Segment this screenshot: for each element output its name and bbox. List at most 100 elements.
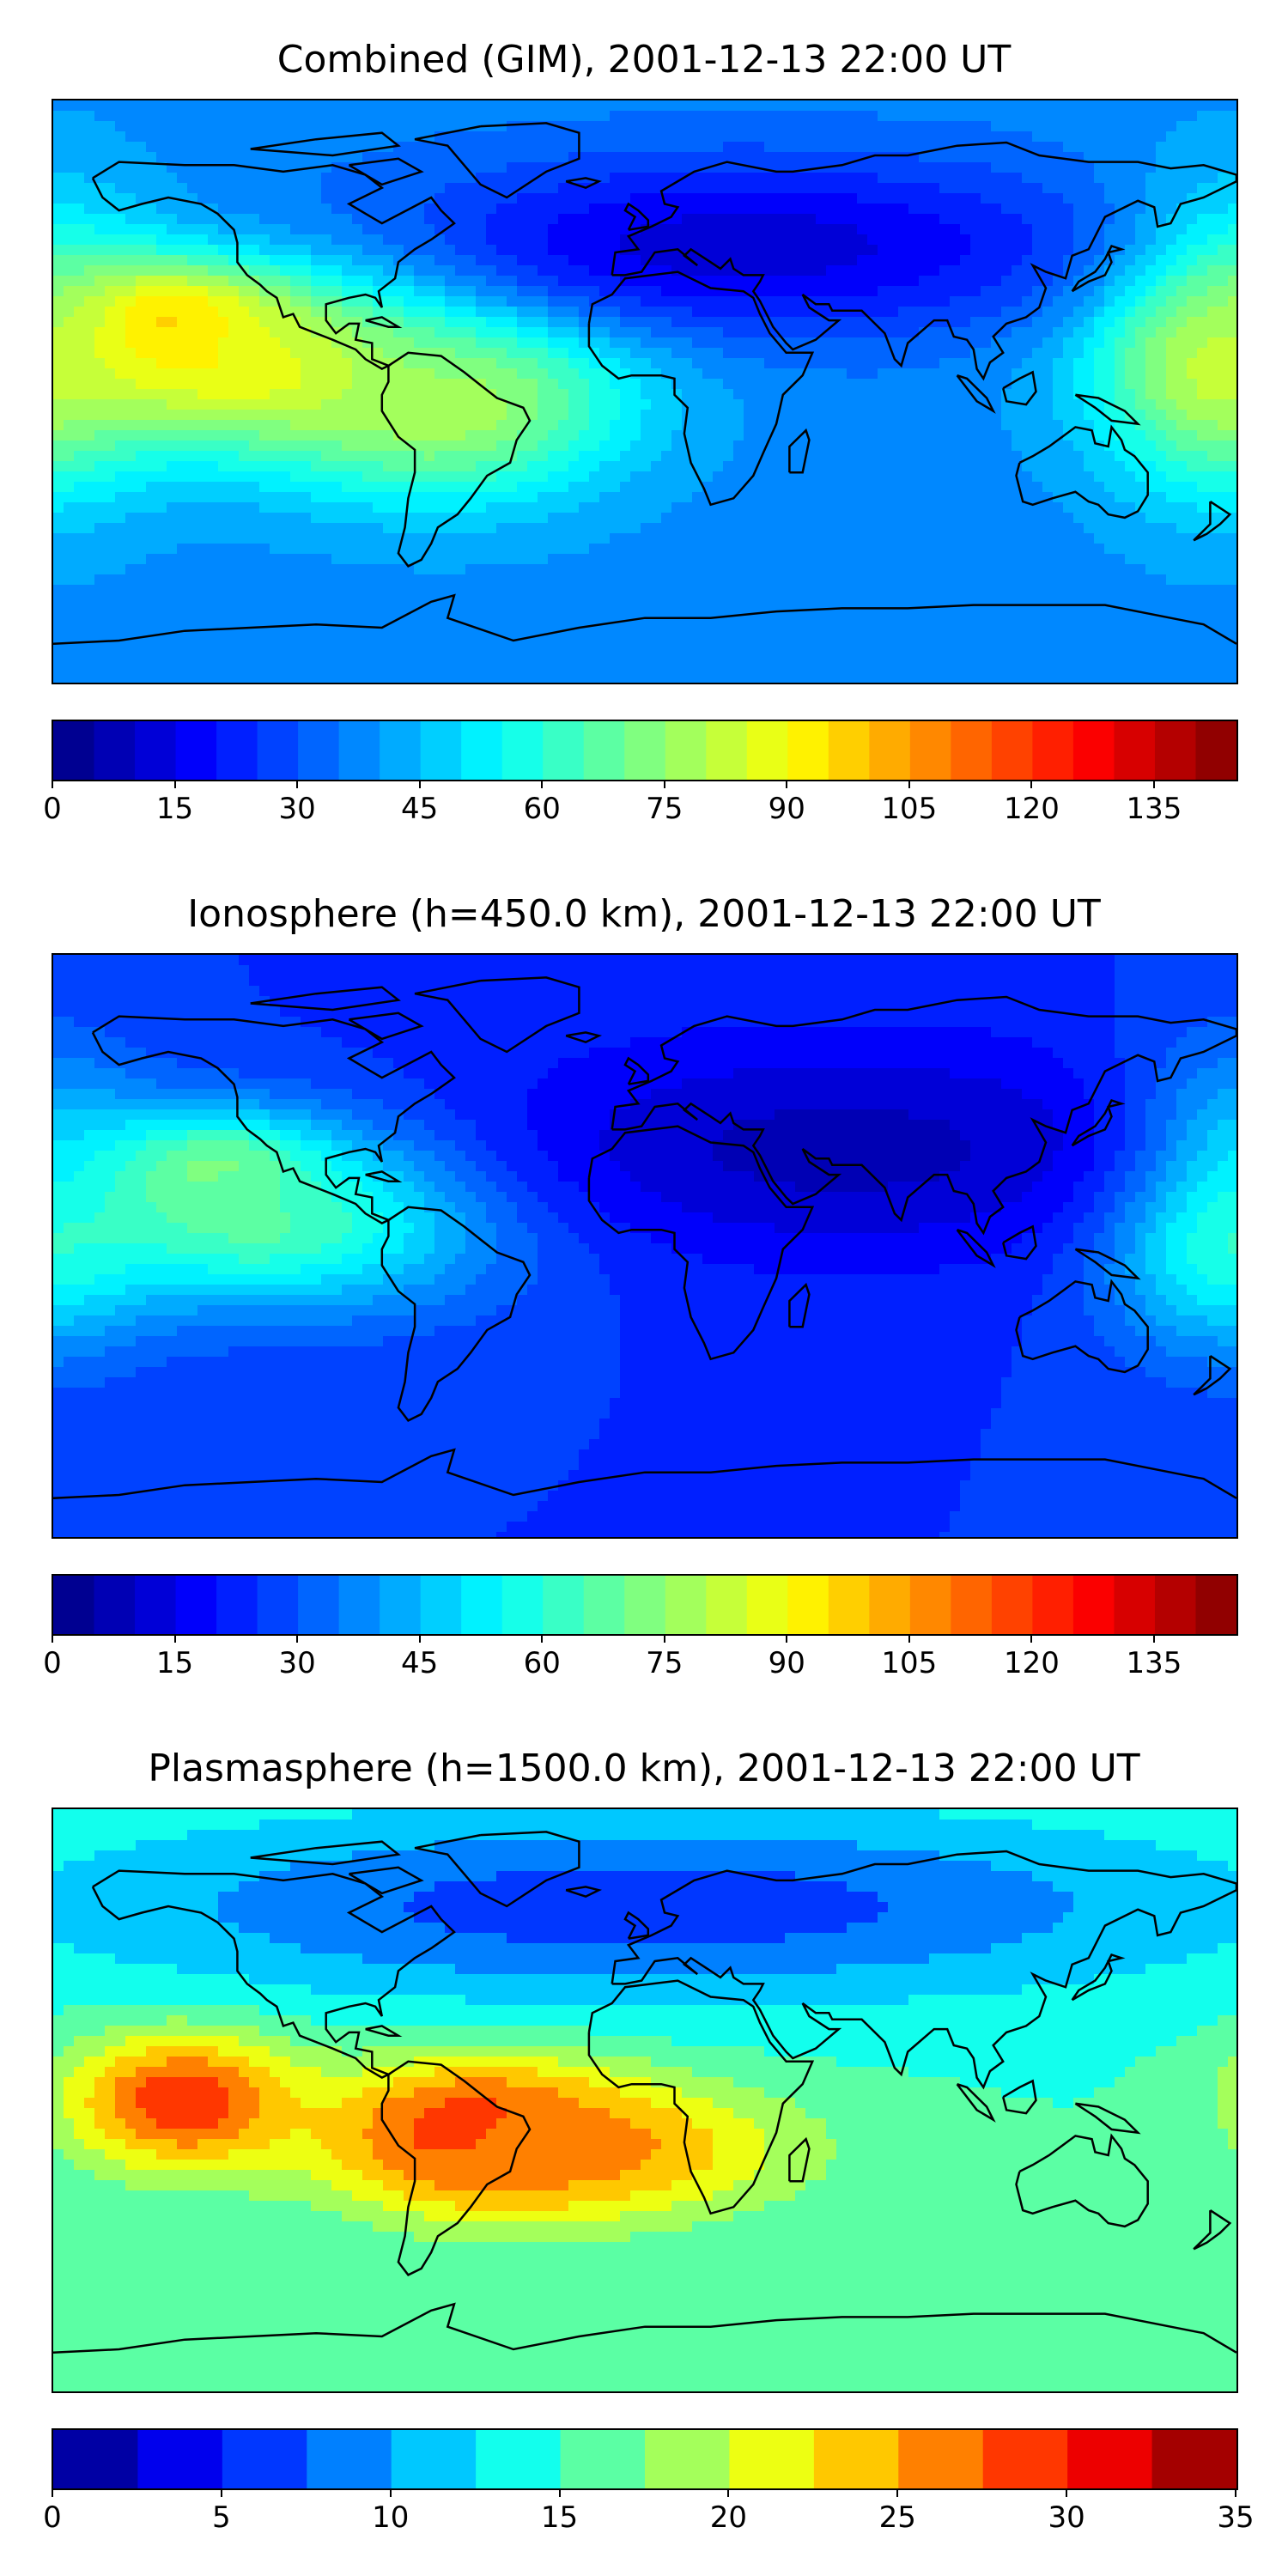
heatmap-cell <box>888 410 899 421</box>
heatmap-cell <box>1042 471 1054 483</box>
heatmap-cell <box>599 152 611 163</box>
heatmap-cell <box>878 399 889 410</box>
heatmap-cell <box>239 348 250 359</box>
heatmap-cell <box>826 451 837 462</box>
heatmap-cell <box>867 379 878 390</box>
heatmap-cell <box>404 307 415 318</box>
heatmap-cell <box>847 152 858 163</box>
heatmap-cell <box>1001 533 1012 544</box>
heatmap-cell <box>713 513 724 524</box>
heatmap-cell <box>445 430 456 441</box>
heatmap-cell <box>177 307 188 318</box>
heatmap-cell <box>167 131 178 143</box>
heatmap-cell <box>517 327 528 338</box>
heatmap-cell <box>218 379 229 390</box>
heatmap-cell <box>1145 410 1157 421</box>
heatmap-cell <box>538 492 549 503</box>
heatmap-cell <box>589 245 600 256</box>
heatmap-cell <box>1218 173 1229 184</box>
heatmap-cell <box>1012 286 1023 297</box>
heatmap-cell <box>929 193 940 204</box>
heatmap-cell <box>342 121 353 132</box>
heatmap-cell <box>218 513 229 524</box>
heatmap-cell <box>301 100 312 112</box>
heatmap-cell <box>115 379 126 390</box>
heatmap-cell <box>888 471 899 483</box>
heatmap-cell <box>280 296 291 307</box>
heatmap-cell <box>197 533 209 544</box>
heatmap-cell <box>1156 152 1167 163</box>
heatmap-cell <box>981 307 992 318</box>
heatmap-cell <box>373 307 384 318</box>
heatmap-cell <box>455 389 466 400</box>
heatmap-cell <box>898 523 909 534</box>
heatmap-cell <box>1032 142 1043 153</box>
heatmap-cell <box>136 410 147 421</box>
heatmap-cell <box>486 286 497 297</box>
heatmap-cell <box>836 152 848 163</box>
heatmap-cell <box>517 162 528 173</box>
heatmap-cell <box>1145 348 1157 359</box>
heatmap-cell <box>208 296 219 307</box>
heatmap-cell <box>1125 214 1136 225</box>
heatmap-cell <box>939 513 951 524</box>
heatmap-cell <box>1073 100 1084 112</box>
heatmap-cell <box>620 162 631 173</box>
heatmap-cell <box>517 100 528 112</box>
heatmap-cell <box>445 544 456 555</box>
heatmap-cell <box>1187 204 1198 215</box>
heatmap-cell <box>620 430 631 441</box>
heatmap-cell <box>208 245 219 256</box>
heatmap-cell <box>373 121 384 132</box>
heatmap-cell <box>1156 255 1167 266</box>
heatmap-cell <box>424 523 435 534</box>
heatmap-cell <box>816 348 827 359</box>
heatmap-cell <box>290 502 301 513</box>
heatmap-cell <box>527 193 538 204</box>
heatmap-cell <box>1145 255 1157 266</box>
heatmap-cell <box>331 544 343 555</box>
heatmap-cell <box>733 111 744 122</box>
heatmap-cell <box>579 533 590 544</box>
heatmap-cell <box>311 410 322 421</box>
heatmap-cell <box>991 389 1002 400</box>
heatmap-cell <box>146 317 157 328</box>
heatmap-cell <box>857 471 868 483</box>
heatmap-cell <box>1094 492 1105 503</box>
heatmap-cell <box>908 255 920 266</box>
heatmap-cell <box>1012 245 1023 256</box>
heatmap-cell <box>785 399 796 410</box>
heatmap-cell <box>630 379 641 390</box>
heatmap-cell <box>878 162 889 173</box>
heatmap-cell <box>167 111 178 122</box>
heatmap-cell <box>167 482 178 493</box>
heatmap-cell <box>239 162 250 173</box>
heatmap-cell <box>290 337 301 349</box>
heatmap-cell <box>1104 296 1115 307</box>
heatmap-cell <box>94 100 106 112</box>
heatmap-cell <box>1218 440 1229 452</box>
heatmap-cell <box>197 131 209 143</box>
heatmap-cell <box>74 399 85 410</box>
heatmap-cell <box>115 276 126 287</box>
heatmap-cell <box>331 276 343 287</box>
heatmap-cell <box>311 492 322 503</box>
heatmap-cell <box>136 502 147 513</box>
heatmap-cell <box>414 255 425 266</box>
heatmap-cell <box>1012 523 1023 534</box>
heatmap-cell <box>84 420 95 431</box>
heatmap-cell <box>1022 276 1033 287</box>
heatmap-cell <box>208 307 219 318</box>
heatmap-cell <box>507 358 518 369</box>
heatmap-cell <box>125 296 137 307</box>
heatmap-cell <box>568 544 580 555</box>
heatmap-cell <box>53 502 64 513</box>
heatmap-cell <box>1156 348 1167 359</box>
heatmap-cell <box>527 513 538 524</box>
heatmap-cell <box>197 348 209 359</box>
heatmap-cell <box>908 286 920 297</box>
heatmap-cell <box>115 482 126 493</box>
heatmap-cell <box>424 121 435 132</box>
heatmap-cell <box>84 471 95 483</box>
heatmap-cell <box>434 255 446 266</box>
